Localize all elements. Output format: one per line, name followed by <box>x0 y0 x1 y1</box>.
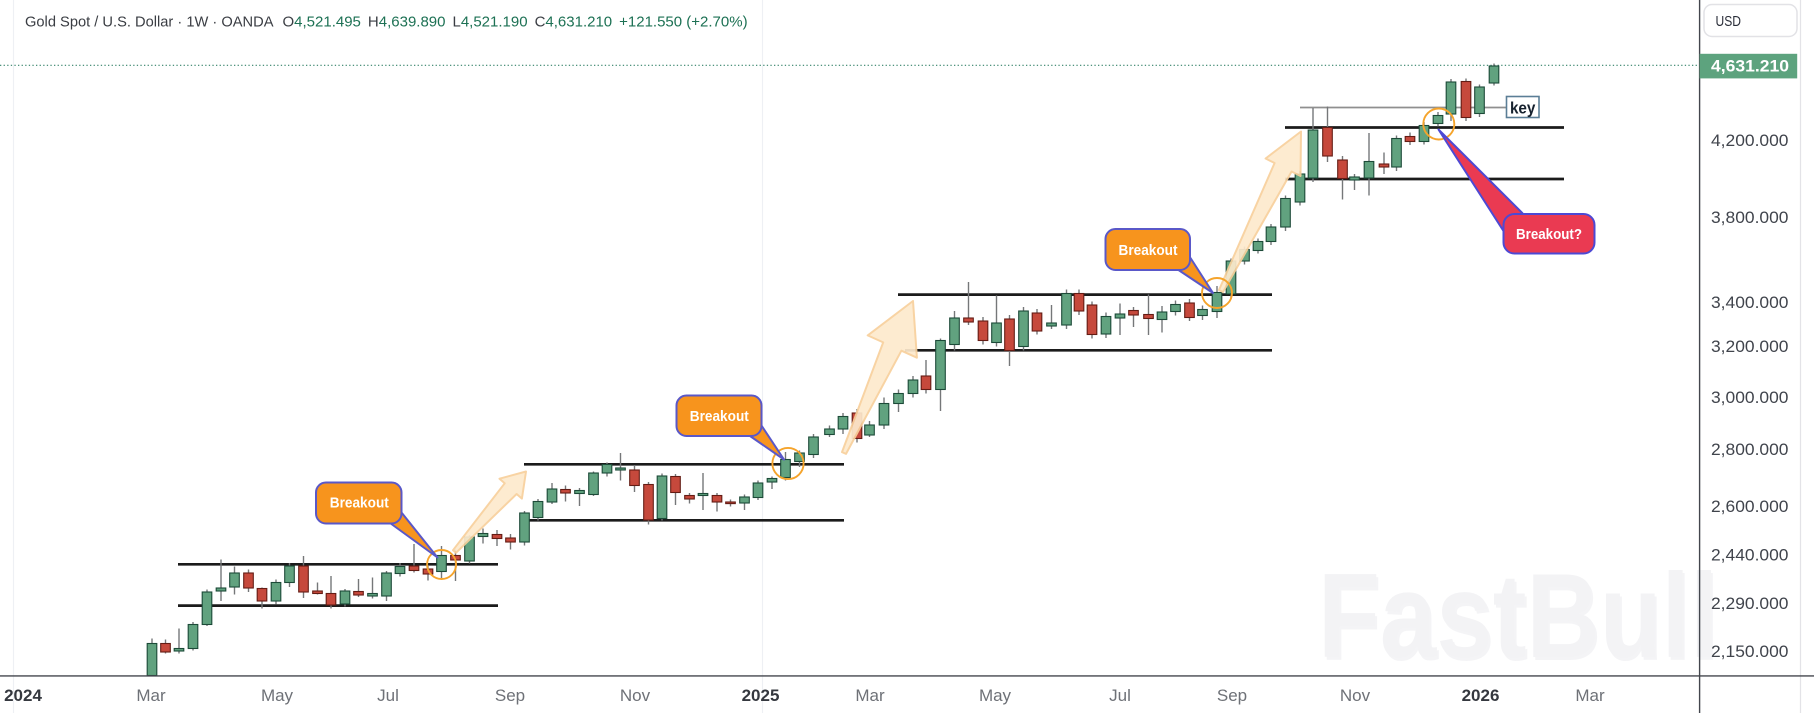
svg-text:May: May <box>979 686 1012 705</box>
svg-text:2026: 2026 <box>1462 686 1500 705</box>
svg-text:2,800.000: 2,800.000 <box>1711 440 1789 459</box>
svg-text:Jul: Jul <box>1109 686 1131 705</box>
svg-text:May: May <box>261 686 294 705</box>
svg-text:2,290.000: 2,290.000 <box>1711 594 1789 613</box>
svg-text:Mar: Mar <box>136 686 166 705</box>
svg-text:2,600.000: 2,600.000 <box>1711 497 1789 516</box>
svg-text:4,631.210: 4,631.210 <box>1711 58 1789 76</box>
svg-text:Nov: Nov <box>620 686 651 705</box>
svg-text:3,800.000: 3,800.000 <box>1711 208 1789 227</box>
svg-text:3,400.000: 3,400.000 <box>1711 293 1789 312</box>
svg-text:key: key <box>1510 99 1536 118</box>
svg-text:Sep: Sep <box>1217 686 1247 705</box>
svg-text:Breakout: Breakout <box>690 408 749 425</box>
svg-text:FastBull: FastBull <box>1320 552 1720 686</box>
svg-text:2,440.000: 2,440.000 <box>1711 546 1789 565</box>
svg-text:4,200.000: 4,200.000 <box>1711 131 1789 150</box>
svg-text:Jul: Jul <box>377 686 399 705</box>
svg-text:3,000.000: 3,000.000 <box>1711 388 1789 407</box>
svg-text:2024: 2024 <box>4 686 42 705</box>
svg-text:Gold Spot / U.S. Dollar · 1W ·: Gold Spot / U.S. Dollar · 1W · OANDA O4,5… <box>25 13 748 30</box>
svg-text:Breakout?: Breakout? <box>1516 226 1582 243</box>
svg-text:Breakout: Breakout <box>330 495 389 512</box>
svg-text:3,200.000: 3,200.000 <box>1711 337 1789 356</box>
svg-text:Mar: Mar <box>1575 686 1605 705</box>
svg-text:Nov: Nov <box>1340 686 1371 705</box>
svg-text:2025: 2025 <box>742 686 780 705</box>
svg-text:Sep: Sep <box>495 686 525 705</box>
svg-text:FastBull: FastBull <box>1318 549 1718 683</box>
svg-text:Mar: Mar <box>855 686 885 705</box>
svg-text:Breakout: Breakout <box>1119 242 1178 259</box>
svg-text:2,150.000: 2,150.000 <box>1711 642 1789 661</box>
svg-text:USD: USD <box>1716 14 1742 30</box>
